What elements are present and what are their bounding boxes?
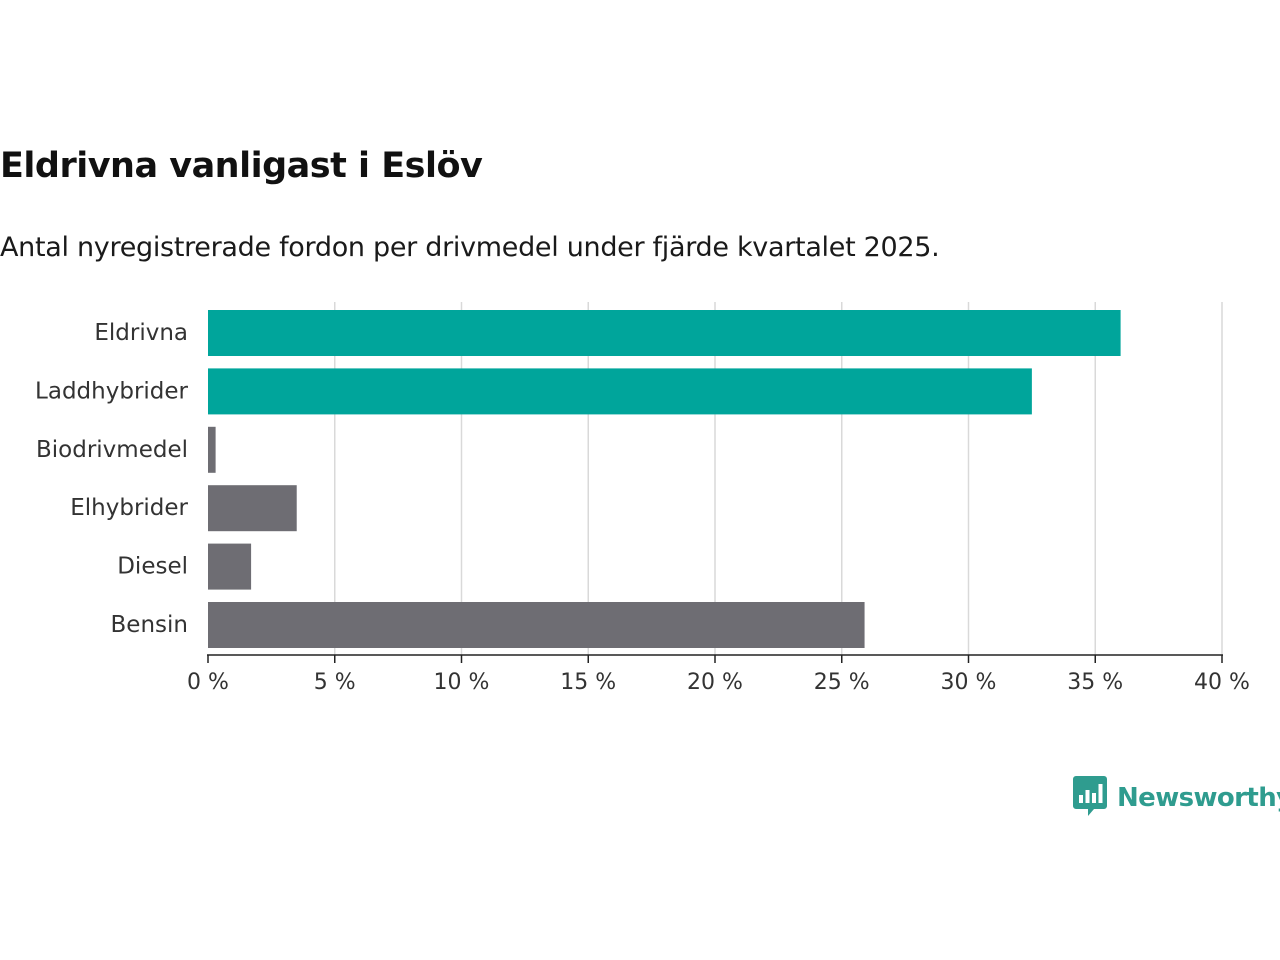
- category-label: Elhybrider: [70, 495, 188, 521]
- x-tick-label: 35 %: [1067, 670, 1123, 695]
- bar-laddhybrider: [208, 368, 1032, 415]
- x-tick-label: 0 %: [187, 670, 229, 695]
- x-tick-label: 40 %: [1194, 670, 1250, 695]
- category-label: Laddhybrider: [35, 378, 188, 404]
- bar-biodrivmedel: [208, 426, 216, 473]
- bar-diesel: [208, 543, 252, 590]
- category-label: Eldrivna: [94, 320, 188, 346]
- x-tick-label: 10 %: [434, 670, 490, 695]
- x-tick-label: 20 %: [687, 670, 743, 695]
- category-label: Bensin: [111, 612, 188, 638]
- x-tick-label: 15 %: [560, 670, 616, 695]
- bar-eldrivna: [208, 310, 1121, 356]
- x-tick-label: 30 %: [941, 670, 997, 695]
- chart-subtitle: Antal nyregistrerade fordon per drivmede…: [0, 232, 940, 263]
- newsworthy-logo-icon: [1073, 776, 1107, 820]
- newsworthy-logo[interactable]: Newsworthy: [1073, 776, 1280, 820]
- category-label: Diesel: [117, 554, 188, 580]
- newsworthy-logo-text: Newsworthy: [1117, 783, 1280, 813]
- category-label: Biodrivmedel: [36, 437, 188, 463]
- bar-bensin: [208, 602, 865, 648]
- x-tick-label: 5 %: [314, 670, 356, 695]
- chart-title: Eldrivna vanligast i Eslöv: [0, 146, 483, 186]
- bar-elhybrider: [208, 485, 297, 532]
- bar-chart: Eldrivna Laddhybrider Biodrivmedel Elhybrid…: [35, 302, 1250, 695]
- x-tick-label: 25 %: [814, 670, 870, 695]
